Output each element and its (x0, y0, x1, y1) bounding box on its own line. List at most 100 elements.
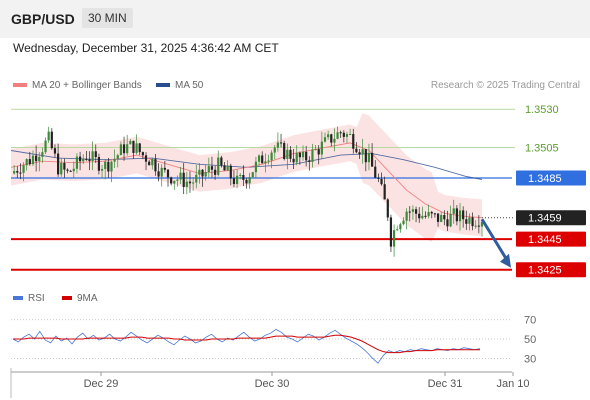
candle-body (53, 148, 57, 154)
candle-body (126, 144, 129, 154)
candle-body (374, 166, 377, 178)
candle-body (371, 152, 374, 167)
candle-body (13, 171, 16, 174)
candle-body (41, 152, 44, 157)
candle-body (245, 179, 248, 184)
candle-body (214, 169, 217, 175)
candle-body (301, 151, 305, 158)
legend-rsi: RSI (13, 293, 45, 304)
candle-body (427, 212, 430, 217)
candle-body (273, 147, 276, 153)
candle-body (364, 149, 367, 163)
candle-body (235, 175, 239, 185)
candle-body (339, 132, 342, 134)
candle-body (44, 140, 47, 153)
ma9-label: 9MA (77, 293, 98, 304)
candle-body (107, 161, 110, 172)
candle-body (314, 149, 317, 151)
candle-body (88, 159, 91, 161)
candle-body (402, 220, 405, 225)
candle-body (129, 140, 132, 145)
candle-body (60, 162, 63, 175)
last-price-label: 1.3459 (528, 213, 562, 225)
candle-body (229, 165, 232, 179)
candle-body (383, 184, 386, 200)
candle-body (465, 219, 468, 224)
candle-body (292, 158, 295, 163)
candle-body (386, 199, 389, 218)
candle-body (166, 169, 170, 178)
candle-body (458, 210, 462, 222)
candle-body (160, 167, 163, 177)
ma50-swatch (156, 83, 170, 88)
last-price-badge (516, 210, 586, 226)
forecast-arrow-shaft (480, 218, 510, 263)
x-tick-label: Dec 29 (84, 378, 119, 390)
candle-body (104, 161, 107, 170)
candle-body (352, 134, 355, 149)
candle-body (154, 159, 157, 172)
candle-body (151, 159, 154, 166)
candle-body (141, 152, 144, 156)
candle-body (345, 134, 349, 137)
candle-body (217, 157, 220, 175)
candle-body (91, 151, 94, 161)
candle-body (173, 180, 176, 184)
candle-body (418, 213, 421, 219)
candle-body (220, 157, 223, 166)
candle-body (414, 209, 418, 214)
candle-body (122, 144, 126, 154)
candle-body (179, 172, 182, 180)
rsi-tick-50: 50 (524, 334, 536, 346)
candle-body (261, 155, 264, 164)
candle-body (392, 230, 396, 247)
candle-body (50, 131, 53, 149)
ma20-label: MA 20 + Bollinger Bands (32, 80, 142, 91)
rsi-tick-30: 30 (524, 353, 536, 365)
candle-body (327, 134, 330, 138)
candle-body (358, 152, 361, 155)
candle-body (436, 213, 440, 222)
candle-body (257, 155, 261, 162)
candle-body (47, 131, 50, 141)
rsi-series-9MA (13, 334, 480, 354)
candle-body (389, 217, 393, 247)
level-label-1.3485: 1.3485 (528, 173, 562, 185)
candle-body (295, 152, 298, 163)
candle-body (267, 160, 270, 162)
candle-body (480, 221, 484, 227)
level-label-1.3505: 1.3505 (525, 142, 559, 154)
candle-body (367, 152, 371, 163)
forecast-arrow-head (500, 253, 511, 268)
candle-body (100, 169, 104, 171)
candle-body (119, 144, 122, 156)
candle-body (38, 156, 41, 162)
candle-body (94, 151, 97, 158)
candle-body (342, 132, 345, 137)
candle-body (440, 214, 443, 222)
candle-body (283, 142, 286, 159)
candle-body (138, 143, 141, 153)
candle-body (323, 137, 327, 142)
candle-body (176, 179, 179, 181)
candle-body (135, 143, 138, 153)
timeframe-badge[interactable]: 30 MIN (82, 8, 133, 28)
candle-body (254, 161, 258, 173)
candle-body (279, 142, 283, 144)
candle-body (82, 158, 85, 162)
candle-body (298, 152, 301, 158)
candle-body (72, 168, 75, 172)
candle-body (188, 181, 192, 184)
candle-body (408, 211, 411, 213)
candle-body (63, 162, 66, 170)
rsi-label: RSI (28, 293, 45, 304)
candle-body (170, 177, 173, 184)
candle-body (430, 212, 433, 214)
candle-body (468, 217, 471, 224)
candle-body (223, 165, 226, 171)
candle-body (78, 156, 82, 162)
rsi-series-RSI (12, 328, 481, 364)
candle-body (69, 170, 72, 172)
candle-body (330, 134, 333, 143)
